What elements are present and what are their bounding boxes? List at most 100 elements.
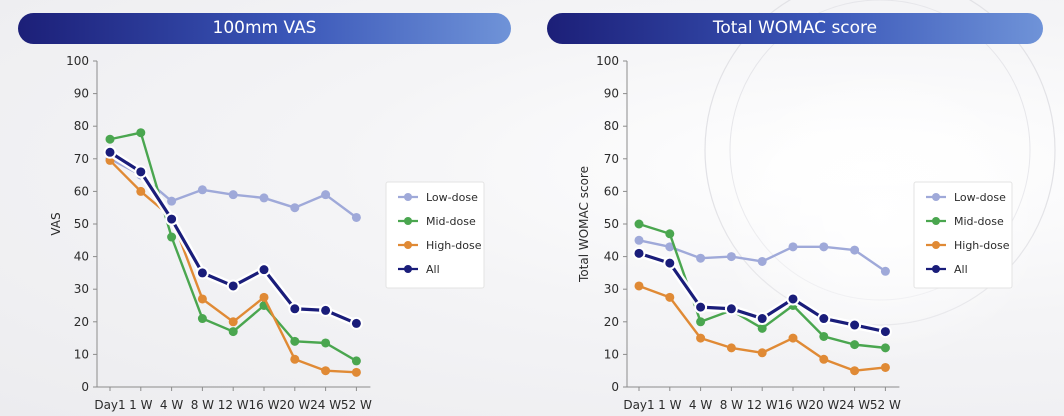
vas-y-tick-label: 20 [74, 315, 89, 329]
vas-series-all-point [195, 266, 209, 280]
vas-series-low-point [197, 185, 207, 195]
vas-series-high-point [351, 367, 361, 377]
womac-x-tick-label: 24 W [839, 398, 870, 412]
vas-x-tick-label: 20 W [279, 398, 310, 412]
womac-series-low-point [880, 266, 890, 276]
vas-series-all-point [226, 279, 240, 293]
vas-series-all-point [288, 302, 302, 316]
vas-chart-title: 100mm VAS [18, 13, 511, 44]
vas-series-all-point [319, 303, 333, 317]
womac-series-high-point [788, 333, 798, 343]
womac-series-all-point [663, 256, 677, 270]
vas-series-all-point [349, 316, 363, 330]
womac-series-low-point [788, 242, 798, 252]
womac-series-high-point [880, 362, 890, 372]
womac-series-all-point [724, 302, 738, 316]
womac-legend-mid-marker [932, 217, 940, 225]
womac-series-low-point [850, 245, 860, 255]
womac-series-high-point [696, 333, 706, 343]
vas-y-tick-label: 100 [66, 54, 89, 68]
vas-series-all-point [103, 145, 117, 159]
vas-legend-mid-marker [404, 217, 412, 225]
vas-legend-all-label: All [426, 263, 440, 276]
vas-series-high-point [197, 294, 207, 304]
womac-series-low-point [634, 235, 644, 245]
vas-series-mid-point [290, 336, 300, 346]
vas-series-low-point [259, 193, 269, 203]
vas-series-low-point [228, 190, 238, 200]
womac-series-low-point [696, 253, 706, 263]
vas-series-mid-line [108, 131, 358, 363]
womac-series-all-point [878, 325, 892, 339]
womac-series-low-point [757, 256, 767, 266]
vas-x-tick-label: 24 W [310, 398, 341, 412]
vas-series-low-point [290, 203, 300, 213]
vas-series-mid-point [167, 232, 177, 242]
womac-series-mid-point [634, 219, 644, 229]
vas-legend-low-marker [404, 193, 412, 201]
vas-y-tick-label: 80 [74, 119, 89, 133]
vas-legend-low-label: Low-dose [426, 191, 478, 204]
womac-x-tick-label: 20 W [808, 398, 839, 412]
womac-y-axis-label: Total WOMAC score [577, 166, 591, 283]
womac-x-tick-label: 12 W [747, 398, 778, 412]
womac-chart-panel: Total WOMAC score 0 10 20 30 40 50 60 70 80 90 100… [532, 0, 1064, 416]
vas-legend-high-marker [404, 241, 412, 249]
womac-x-tick-label: 1 W [658, 398, 681, 412]
womac-legend-mid-label: Mid-dose [954, 215, 1004, 228]
vas-series-mid-point [321, 338, 331, 348]
womac-series-all-point [755, 312, 769, 326]
womac-series-mid-point [880, 343, 890, 353]
womac-x-tick-label: 8 W [720, 398, 743, 412]
womac-x-tick-label: 16 W [778, 398, 809, 412]
vas-x-tick-label: 12 W [218, 398, 249, 412]
vas-series-high-point [136, 186, 146, 196]
womac-series-high-point [726, 343, 736, 353]
vas-legend-high-label: High-dose [426, 239, 482, 252]
vas-legend-all-marker [404, 265, 412, 273]
womac-series-all-point [632, 246, 646, 260]
vas-legend-mid-label: Mid-dose [426, 215, 476, 228]
vas-series-mid-point [105, 134, 115, 144]
vas-x-tick-label: 1 W [129, 398, 152, 412]
vas-series-all-point [257, 263, 271, 277]
womac-y-tick-label: 10 [604, 347, 619, 361]
womac-series-low-point [665, 242, 675, 252]
womac-y-tick-label: 100 [596, 54, 619, 68]
vas-chart-panel: 100mm VAS 0 10 20 30 40 50 60 70 80 90 100 Day1 1 W 4… [0, 0, 530, 416]
womac-series-high-point [757, 348, 767, 358]
womac-y-tick-label: 20 [604, 315, 619, 329]
vas-series-low-point [351, 212, 361, 222]
womac-y-tick-label: 90 [604, 87, 619, 101]
womac-series-all-point [817, 312, 831, 326]
womac-legend-high-label: High-dose [954, 239, 1010, 252]
womac-y-tick-label: 30 [604, 282, 619, 296]
vas-series-mid-point [228, 327, 238, 337]
womac-series-mid-point [757, 323, 767, 333]
womac-legend-all-marker [932, 265, 940, 273]
womac-series-high-point [665, 292, 675, 302]
womac-series-high-point [634, 281, 644, 291]
vas-series-all-point [165, 212, 179, 226]
womac-legend-high-marker [932, 241, 940, 249]
vas-series-mid-point [136, 128, 146, 138]
vas-y-tick-label: 90 [74, 87, 89, 101]
vas-series-high-point [290, 354, 300, 364]
vas-series-high-point [321, 366, 331, 376]
vas-y-axis-label: VAS [49, 212, 63, 235]
vas-y-tick-label: 50 [74, 217, 89, 231]
womac-series-all-point [848, 318, 862, 332]
vas-y-tick-label: 70 [74, 152, 89, 166]
womac-series-low-point [726, 252, 736, 262]
womac-y-tick-label: 70 [604, 152, 619, 166]
womac-legend-low-label: Low-dose [954, 191, 1006, 204]
womac-series-low-point [819, 242, 829, 252]
vas-x-tick-label: 16 W [249, 398, 280, 412]
womac-x-tick-label: Day1 [623, 398, 654, 412]
womac-series-all-point [694, 300, 708, 314]
vas-x-tick-label: 8 W [191, 398, 214, 412]
vas-series-mid-point [351, 356, 361, 366]
vas-y-tick-label: 0 [81, 380, 89, 394]
